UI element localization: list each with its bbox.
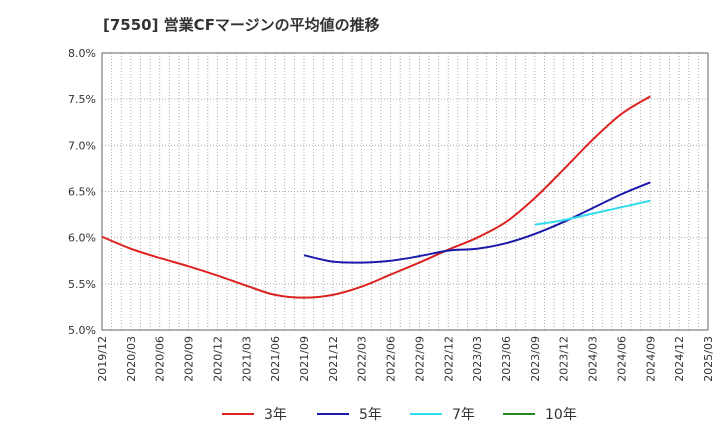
x-tick-label: 2020/09 <box>183 336 196 382</box>
x-tick-label: 2021/12 <box>327 336 340 382</box>
y-tick-label: 8.0% <box>68 47 96 60</box>
series-line-2 <box>534 199 651 226</box>
x-tick-label: 2020/12 <box>211 336 224 382</box>
x-tick-label: 2024/06 <box>615 336 628 382</box>
plot-border <box>101 52 709 331</box>
legend-label-3: 10年 <box>545 407 577 423</box>
x-tick-label: 2021/06 <box>269 336 282 382</box>
legend-label-2: 7年 <box>452 407 475 423</box>
legend-label-0: 3年 <box>264 407 287 423</box>
x-tick-label: 2020/06 <box>154 336 167 382</box>
x-tick-label: 2022/09 <box>413 336 426 382</box>
x-tick-label: 2023/06 <box>500 336 513 382</box>
x-tick-label: 2025/03 <box>702 336 715 382</box>
x-tick-label: 2024/09 <box>644 336 657 382</box>
x-tick-label: 2021/09 <box>298 336 311 382</box>
legend-label-1: 5年 <box>359 407 382 423</box>
x-tick-label: 2022/03 <box>356 336 369 382</box>
x-tick-label: 2022/06 <box>385 336 398 382</box>
x-tick-label: 2021/03 <box>240 336 253 382</box>
chart-title: [7550] 営業CFマージンの平均値の推移 <box>103 16 380 34</box>
y-tick-label: 7.0% <box>68 139 96 152</box>
x-tick-label: 2023/12 <box>558 336 571 382</box>
x-tick-label: 2023/09 <box>529 336 542 382</box>
y-tick-label: 6.5% <box>68 186 96 199</box>
x-tick-label: 2022/12 <box>442 336 455 382</box>
series-line-0 <box>101 95 651 299</box>
x-tick-label: 2024/12 <box>673 336 686 382</box>
x-tick-label: 2020/03 <box>125 336 138 382</box>
x-tick-label: 2019/12 <box>96 336 109 382</box>
y-tick-label: 6.0% <box>68 232 96 245</box>
x-tick-label: 2024/03 <box>587 336 600 382</box>
y-tick-label: 5.5% <box>68 278 96 291</box>
x-tick-label: 2023/03 <box>471 336 484 382</box>
series-line-1 <box>303 181 651 264</box>
y-tick-label: 7.5% <box>68 93 96 106</box>
y-tick-label: 5.0% <box>68 324 96 337</box>
